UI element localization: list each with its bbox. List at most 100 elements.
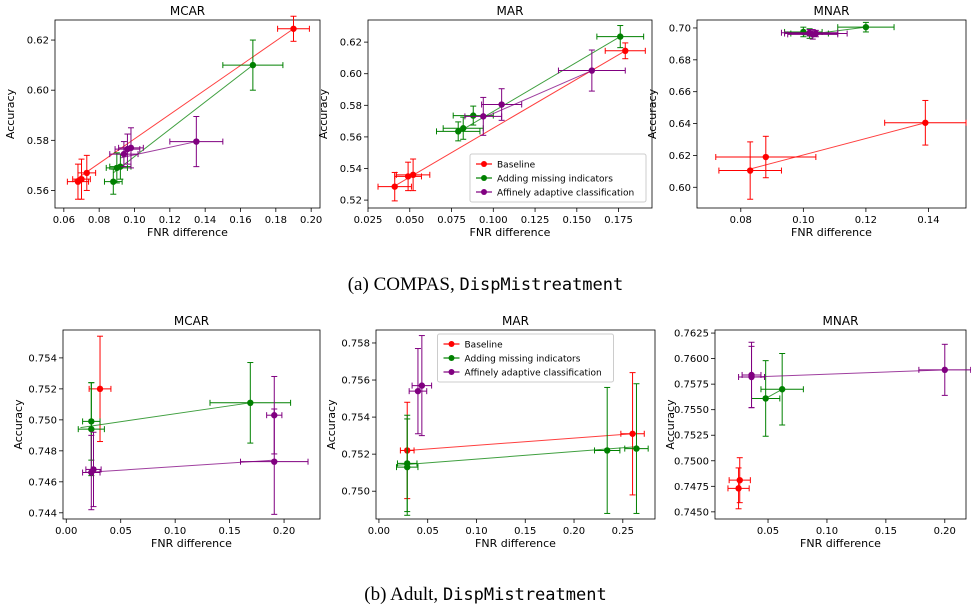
y-tick-label: 0.756 [341, 376, 370, 387]
x-tick-label: 0.050 [395, 215, 424, 226]
chart-panel-1: MAR 0.025 0.050 0.075 0.100 0.125 0.150 0.175 0.… [317, 4, 653, 239]
y-tick-label: 0.62 [669, 151, 691, 162]
chart-title: MNAR [823, 314, 859, 328]
data-point [455, 128, 462, 135]
fit-line [751, 369, 945, 378]
y-tick-label: 0.7450 [674, 507, 709, 518]
y-tick-label: 0.7600 [674, 354, 709, 365]
x-tick-label: 0.125 [521, 215, 550, 226]
chart-title: MNAR [814, 4, 850, 18]
y-tick-label: 0.52 [340, 196, 362, 207]
data-point [622, 47, 629, 55]
x-tick-label: 0.16 [229, 215, 251, 226]
y-tick-label: 0.62 [340, 38, 362, 49]
legend-label: Baseline [497, 161, 536, 171]
data-point [414, 387, 422, 395]
x-axis-label: FNR difference [800, 537, 881, 550]
series-2 [408, 335, 433, 437]
data-point [110, 178, 117, 185]
series-1 [103, 39, 284, 195]
legend-label: Adding missing indicators [497, 175, 613, 185]
y-tick-label: 0.58 [340, 101, 362, 112]
series-1 [784, 21, 895, 39]
data-point [247, 399, 254, 407]
chart-panel-2: MNAR 0.08 0.10 0.12 0.14 0.60 0.62 0.64 0.66 0.68… [646, 4, 967, 239]
y-tick-label: 0.752 [28, 384, 57, 395]
y-tick-label: 0.758 [341, 338, 370, 349]
data-point [78, 175, 85, 183]
x-tick-label: 0.14 [917, 215, 939, 226]
data-point [480, 113, 487, 120]
series-1 [395, 383, 649, 516]
fit-line [407, 433, 633, 451]
data-point [588, 67, 596, 74]
chart-panel-3: MCAR 0.00 0.05 0.10 0.15 0.20 0.744 0.746 0.748 0… [12, 314, 321, 550]
y-tick-label: 0.66 [669, 87, 691, 98]
x-tick-label: 0.15 [875, 526, 897, 537]
y-tick-label: 0.7625 [674, 329, 709, 340]
x-tick-label: 0.12 [159, 215, 181, 226]
fit-line [80, 402, 251, 429]
legend-swatch-marker [481, 175, 487, 181]
axes-frame [367, 19, 653, 209]
series-2 [109, 116, 224, 169]
y-tick-label: 0.748 [28, 446, 57, 457]
series-2 [738, 341, 971, 409]
legend-label: Affinely adaptive classification [497, 189, 634, 199]
data-point [617, 33, 624, 40]
series-1 [435, 25, 645, 142]
x-tick-label: 0.10 [123, 215, 145, 226]
chart-panel-0: MCAR 0.06 0.08 0.10 0.12 0.14 0.16 0.18 0.20 0.56… [4, 4, 322, 239]
data-point [735, 485, 742, 492]
x-tick-label: 0.075 [437, 215, 466, 226]
y-axis-label: Accuracy [317, 88, 330, 139]
caption-b-prefix: (b) Adult, [364, 584, 443, 605]
legend-frame [437, 333, 614, 383]
data-point [120, 150, 128, 158]
x-tick-label: 0.25 [612, 526, 634, 537]
chart-panel-4: MAR 0.00 0.05 0.10 0.15 0.20 0.25 0.750 0.752 0.7… [325, 314, 656, 550]
y-tick-label: 0.754 [28, 353, 57, 364]
x-tick-label: 0.15 [514, 526, 536, 537]
x-tick-label: 0.10 [816, 526, 838, 537]
x-axis-label: FNR difference [147, 226, 228, 239]
axes-frame [375, 329, 656, 520]
legend-swatch-marker [481, 189, 487, 195]
data-point [762, 153, 770, 161]
data-point [96, 385, 104, 393]
data-point [418, 382, 426, 389]
data-point [762, 395, 769, 402]
data-point [778, 386, 786, 393]
series-2 [780, 29, 848, 40]
data-point [88, 418, 95, 425]
data-point [404, 460, 411, 467]
chart-title: MAR [502, 314, 529, 328]
axes-frame [54, 19, 321, 209]
y-tick-label: 0.7475 [674, 482, 709, 493]
data-point [748, 371, 755, 379]
x-axis-label: FNR difference [470, 226, 551, 239]
x-axis-label: FNR difference [151, 537, 232, 550]
series-0 [66, 15, 310, 200]
x-tick-label: 0.12 [855, 215, 877, 226]
caption-b: (b) Adult, DispMistreatment [0, 584, 971, 606]
chart-title: MCAR [170, 4, 205, 18]
series-0 [377, 42, 646, 202]
data-point [290, 25, 297, 32]
legend-label: Affinely adaptive classification [465, 369, 602, 379]
fit-line [750, 122, 926, 170]
y-axis-label: Accuracy [4, 88, 17, 139]
x-tick-label: 0.14 [194, 215, 216, 226]
axes-frame [696, 19, 967, 209]
data-point [409, 171, 417, 179]
data-point [271, 458, 278, 465]
y-tick-label: 0.750 [341, 487, 370, 498]
x-tick-label: 0.10 [164, 526, 186, 537]
fit-line [112, 64, 254, 174]
x-tick-label: 0.05 [417, 526, 439, 537]
series-0 [715, 99, 967, 200]
y-tick-label: 0.60 [669, 183, 691, 194]
legend-label: Adding missing indicators [465, 355, 581, 365]
data-point [603, 447, 611, 454]
x-axis-label: FNR difference [475, 537, 556, 550]
